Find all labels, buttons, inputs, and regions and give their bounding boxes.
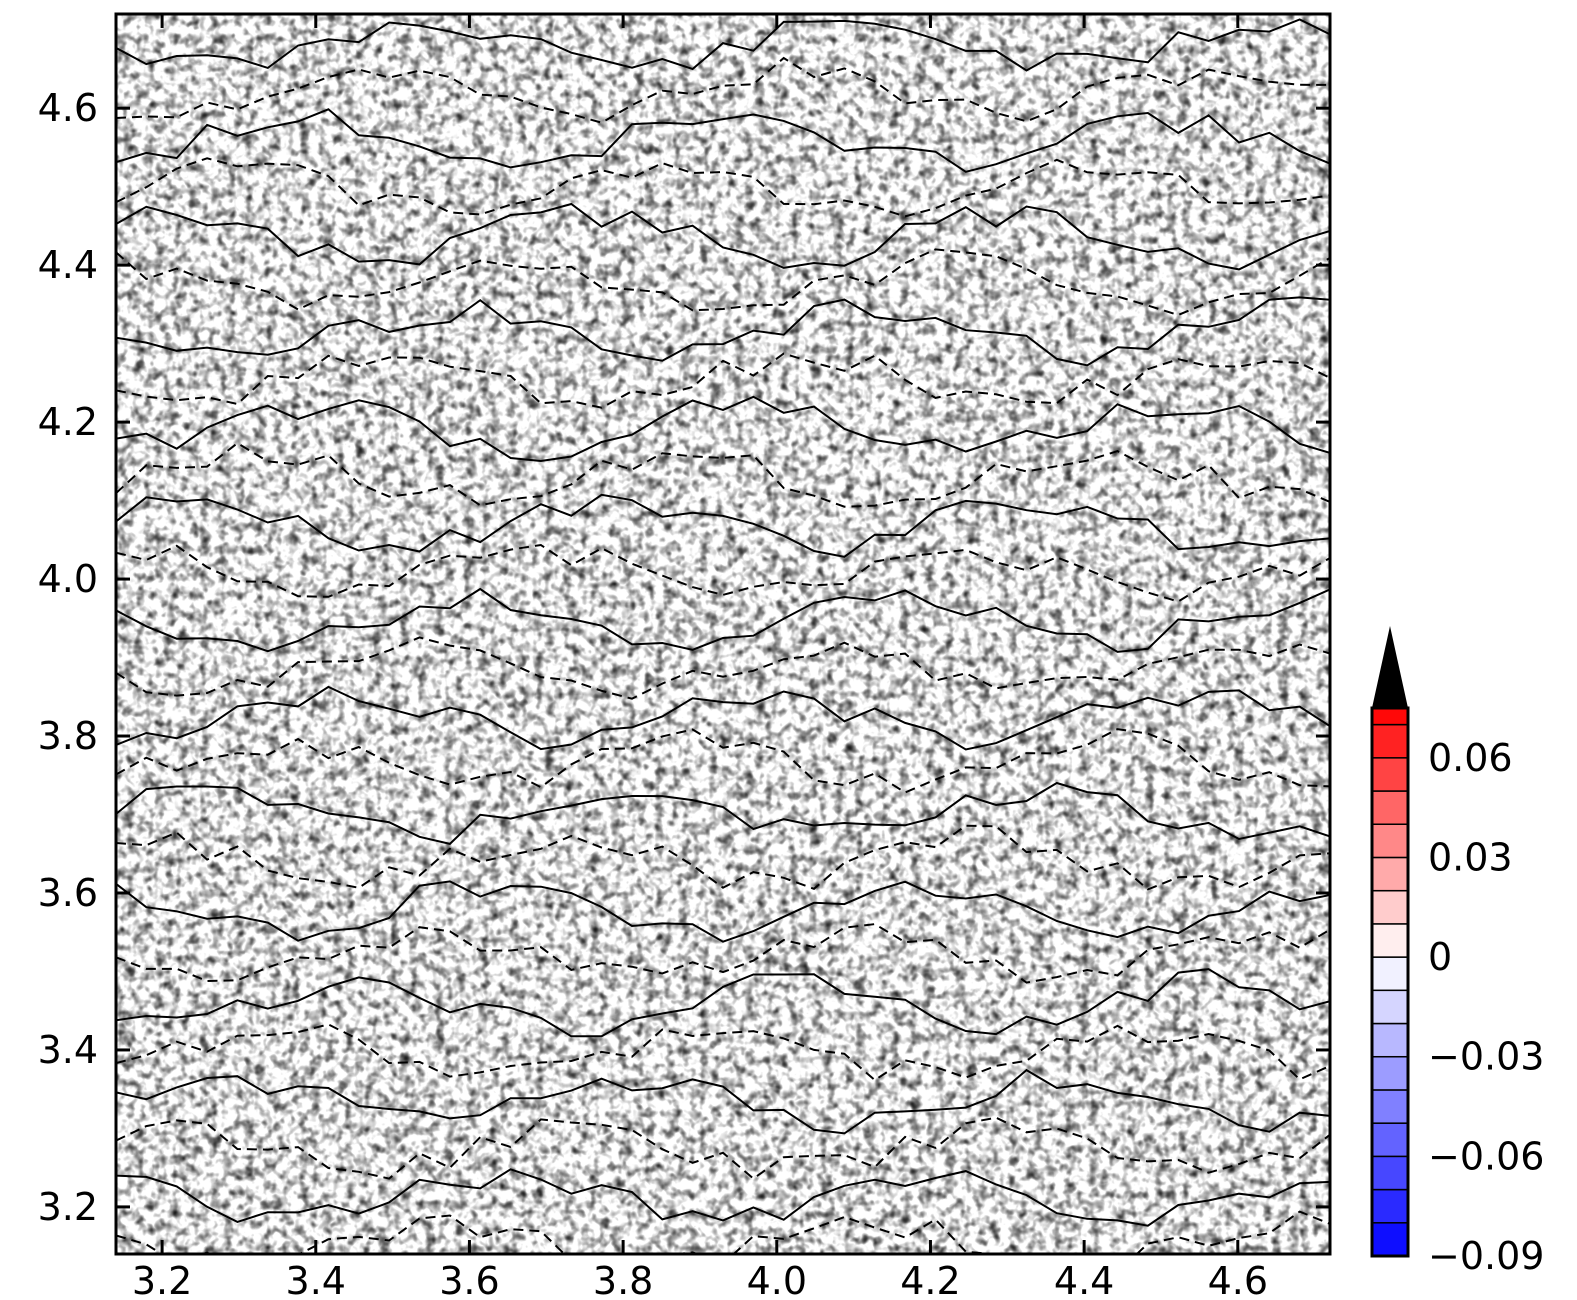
y-tick-label: 4.6 bbox=[38, 86, 98, 130]
x-tick-label: 4.2 bbox=[900, 1259, 960, 1300]
y-tick-label: 4.0 bbox=[38, 557, 98, 601]
contour-positive bbox=[116, 1168, 1330, 1227]
colorbar-segment bbox=[1371, 1022, 1409, 1058]
contour-negative bbox=[116, 157, 1330, 218]
y-tick-label: 4.2 bbox=[38, 400, 98, 444]
contour-positive bbox=[116, 587, 1330, 653]
colorbar-segment bbox=[1371, 723, 1409, 759]
contour-positive bbox=[116, 968, 1330, 1038]
contour-negative bbox=[116, 1023, 1330, 1082]
x-tick-label: 4.6 bbox=[1208, 1259, 1268, 1300]
colorbar-segment bbox=[1371, 707, 1409, 726]
colorbar-segment bbox=[1371, 989, 1409, 1025]
colorbar-segment bbox=[1371, 1155, 1409, 1191]
colorbar-tick-label: −0.06 bbox=[1428, 1134, 1544, 1178]
y-tick-label: 3.2 bbox=[38, 1185, 98, 1229]
y-tick-label: 4.4 bbox=[38, 243, 98, 287]
x-tick-label: 3.2 bbox=[132, 1259, 192, 1300]
contour-positive bbox=[116, 395, 1330, 463]
y-axis: 3.2 3.4 3.6 3.8 4.0 4.2 4.4 4.6 bbox=[38, 86, 1330, 1229]
contour-positive bbox=[116, 1068, 1330, 1135]
x-tick-label: 3.8 bbox=[593, 1259, 653, 1300]
x-tick-label: 3.4 bbox=[286, 1259, 346, 1300]
colorbar-segment bbox=[1371, 1122, 1409, 1158]
x-tick-label: 4.0 bbox=[747, 1259, 807, 1300]
contour-positive bbox=[116, 880, 1330, 943]
colorbar-tick-label: −0.03 bbox=[1428, 1035, 1544, 1079]
contour-negative bbox=[116, 636, 1330, 700]
colorbar-segment bbox=[1371, 823, 1409, 859]
colorbar-segment bbox=[1371, 889, 1409, 925]
x-axis: 3.2 3.4 3.6 3.8 4.0 4.2 4.4 4.6 bbox=[132, 14, 1268, 1300]
colorbar-tick-label: 0 bbox=[1428, 935, 1452, 979]
colorbar-extend-triangle bbox=[1372, 626, 1408, 708]
contour-negative bbox=[116, 1116, 1330, 1180]
y-tick-label: 3.4 bbox=[38, 1028, 98, 1072]
colorbar-segment bbox=[1371, 856, 1409, 892]
contour-positive bbox=[116, 108, 1330, 173]
contour-negative bbox=[116, 441, 1330, 508]
contour-lines bbox=[116, 18, 1330, 1254]
contour-negative bbox=[116, 248, 1330, 317]
contour-negative bbox=[116, 56, 1330, 124]
colorbar-tick-label: 0.06 bbox=[1428, 736, 1513, 780]
contour-positive bbox=[116, 202, 1330, 271]
contour-negative bbox=[116, 728, 1330, 794]
colorbar-segment bbox=[1371, 1188, 1409, 1224]
contour-negative bbox=[116, 543, 1330, 603]
colorbar-segment bbox=[1371, 923, 1409, 958]
x-tick-label: 3.6 bbox=[439, 1259, 499, 1300]
plot-frame bbox=[114, 12, 1332, 1256]
colorbar-segment bbox=[1371, 1055, 1409, 1091]
colorbar-segment bbox=[1371, 956, 1409, 992]
colorbar-segment bbox=[1371, 1089, 1409, 1124]
colorbar-segment bbox=[1371, 757, 1409, 792]
contour-positive bbox=[116, 493, 1330, 558]
contour-positive bbox=[116, 781, 1330, 845]
colorbar: 0.06 0.03 0 −0.03 −0.06 −0.09 bbox=[1370, 626, 1544, 1278]
y-tick-label: 3.6 bbox=[38, 871, 98, 915]
colorbar-tick-label: 0.03 bbox=[1428, 835, 1513, 879]
contour-negative bbox=[116, 824, 1330, 891]
contour-positive bbox=[116, 685, 1330, 751]
colorbar-tick-label: −0.09 bbox=[1428, 1234, 1544, 1278]
y-tick-label: 3.8 bbox=[38, 714, 98, 758]
colorbar-segment bbox=[1371, 790, 1409, 825]
contour-positive bbox=[116, 18, 1330, 72]
heatmap-field bbox=[116, 14, 1330, 1254]
contour-positive bbox=[116, 296, 1330, 367]
colorbar-segment bbox=[1371, 1222, 1409, 1257]
x-tick-label: 4.4 bbox=[1054, 1259, 1114, 1300]
contour-negative bbox=[116, 352, 1330, 409]
contour-negative bbox=[116, 923, 1330, 984]
